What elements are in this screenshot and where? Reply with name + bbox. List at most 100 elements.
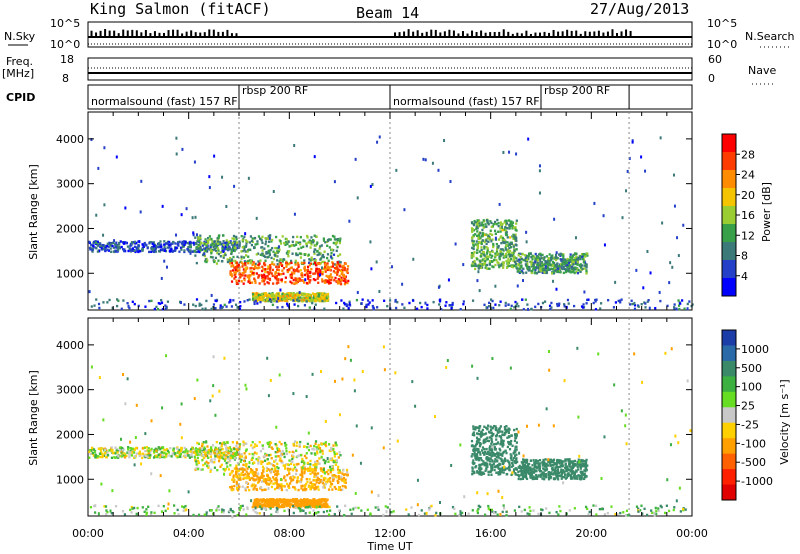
nsky-bar [90, 30, 93, 37]
scatter-cell [669, 261, 672, 265]
data-cell [201, 468, 204, 471]
data-cell [572, 263, 575, 266]
data-cell [287, 251, 290, 255]
data-cell [167, 451, 170, 454]
data-cell [309, 463, 312, 466]
scatter-cell [277, 296, 280, 300]
data-cell [306, 272, 309, 276]
data-cell [482, 223, 485, 227]
data-cell [283, 475, 286, 478]
data-cell [272, 460, 276, 463]
data-cell [152, 241, 155, 244]
data-cell [255, 474, 258, 477]
data-cell [90, 243, 93, 247]
data-cell [323, 265, 327, 269]
data-cell [235, 241, 239, 244]
scatter-cell [390, 265, 393, 269]
data-cell [149, 454, 152, 457]
data-cell [223, 459, 227, 462]
data-cell [113, 456, 116, 459]
data-cell [361, 298, 364, 301]
nsky-bar [140, 32, 143, 37]
data-cell [184, 448, 188, 451]
data-cell [207, 466, 210, 469]
data-cell [583, 261, 587, 264]
scatter-cell [395, 168, 398, 172]
data-cell [303, 465, 306, 469]
data-cell [294, 499, 297, 503]
nsky-bar [425, 31, 428, 37]
data-cell [264, 255, 267, 259]
data-cell [313, 252, 316, 255]
data-cell [278, 297, 281, 300]
data-cell [554, 258, 558, 262]
nsky-bar [557, 31, 560, 37]
data-cell [308, 294, 311, 297]
data-cell [112, 250, 116, 253]
data-cell [257, 460, 260, 464]
data-cell [276, 482, 279, 486]
data-cell [508, 463, 511, 467]
data-cell [525, 271, 528, 274]
data-cell [497, 230, 500, 233]
data-cell [336, 261, 339, 264]
data-cell [527, 252, 531, 255]
data-cell [133, 447, 136, 451]
data-cell [199, 234, 202, 237]
data-cell [481, 221, 484, 224]
data-cell [281, 449, 284, 453]
data-cell [261, 241, 264, 245]
data-cell [278, 292, 281, 295]
data-cell [569, 260, 572, 263]
data-cell [499, 230, 502, 233]
data-cell [204, 454, 207, 458]
data-cell [267, 468, 270, 471]
data-cell [563, 267, 567, 271]
data-cell [249, 467, 253, 471]
data-cell [146, 246, 149, 250]
data-cell [296, 268, 299, 271]
data-cell [176, 243, 179, 246]
data-cell [183, 451, 186, 454]
data-cell [324, 460, 327, 463]
data-cell [230, 280, 234, 283]
data-cell [537, 265, 541, 268]
data-cell [266, 462, 269, 465]
data-cell [178, 250, 181, 253]
data-cell [284, 444, 287, 447]
data-cell [221, 247, 224, 250]
data-cell [594, 308, 598, 311]
data-cell [263, 294, 266, 297]
velocity-data [88, 318, 692, 519]
data-cell [277, 273, 280, 276]
data-cell [156, 245, 159, 249]
data-cell [176, 451, 179, 454]
data-cell [472, 245, 475, 248]
data-cell [346, 265, 350, 268]
data-cell [335, 238, 338, 241]
data-cell [539, 254, 543, 257]
data-cell [305, 293, 308, 296]
data-cell [298, 445, 301, 448]
data-cell [224, 253, 227, 257]
data-cell [311, 447, 314, 451]
data-cell [261, 488, 264, 492]
data-cell [272, 505, 275, 508]
data-cell [566, 257, 569, 261]
data-cell [280, 504, 284, 507]
data-cell [189, 450, 192, 453]
data-cell [283, 464, 287, 467]
data-cell [401, 303, 404, 306]
data-cell [459, 307, 462, 311]
data-cell [335, 267, 338, 271]
scatter-cell [603, 243, 606, 247]
data-cell [582, 306, 585, 309]
nsky-bar [480, 30, 483, 37]
data-cell [254, 484, 257, 487]
data-cell [135, 241, 138, 245]
data-cell [371, 304, 374, 308]
data-cell [331, 265, 334, 268]
data-cell [321, 481, 325, 485]
nsky-bar [538, 32, 541, 37]
data-cell [311, 500, 314, 504]
